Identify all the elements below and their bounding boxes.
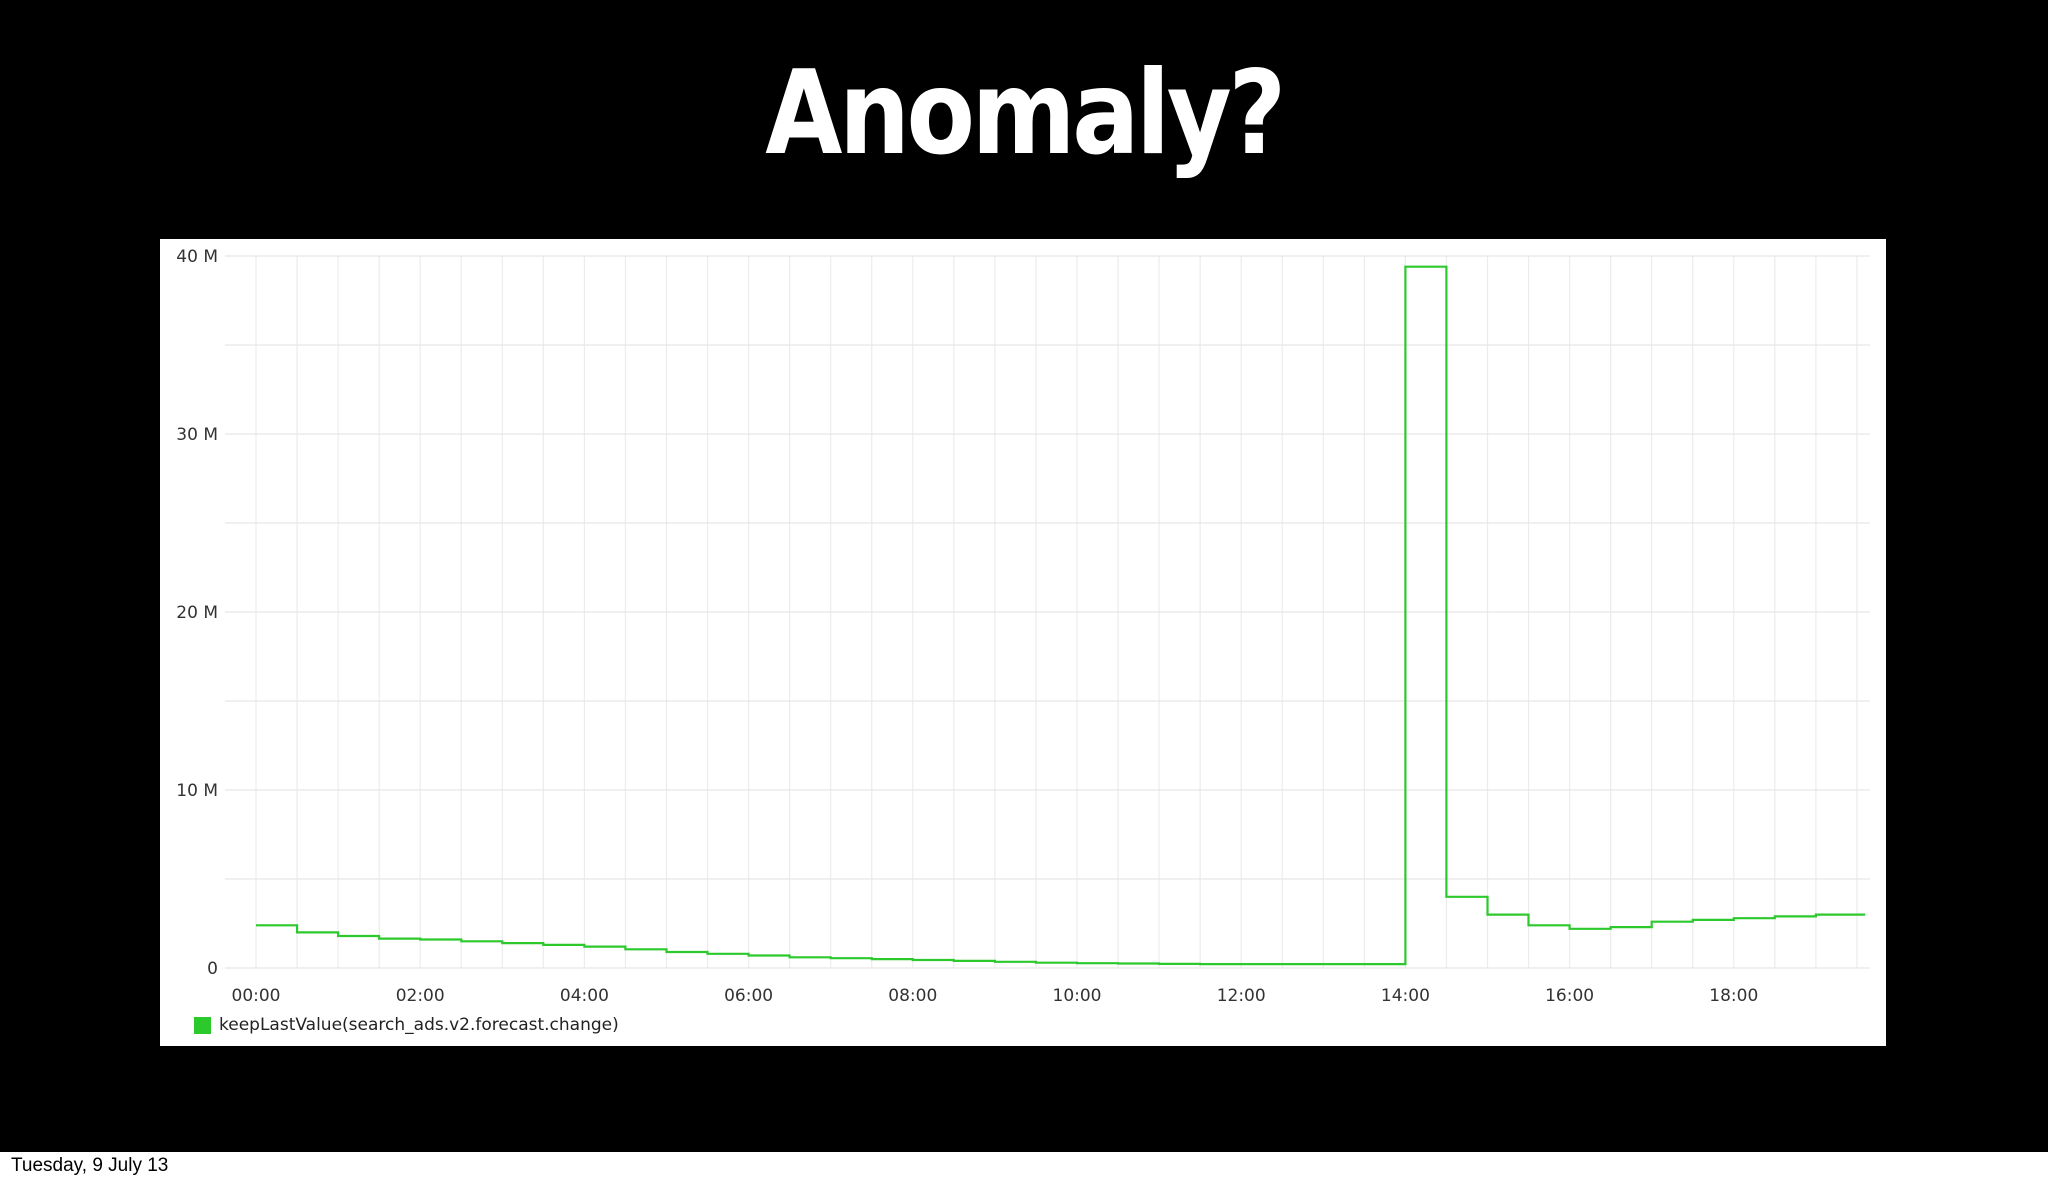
x-tick-label: 02:00	[396, 986, 445, 1006]
x-tick-label: 10:00	[1053, 986, 1102, 1006]
x-tick-label: 18:00	[1709, 986, 1758, 1006]
y-tick-label: 10 M	[176, 781, 218, 801]
y-tick-label: 30 M	[176, 425, 218, 445]
y-tick-label: 40 M	[176, 247, 218, 267]
series-line	[256, 265, 1866, 966]
x-tick-label: 14:00	[1381, 986, 1430, 1006]
legend-series-label: keepLastValue(search_ads.v2.forecast.cha…	[219, 1015, 619, 1035]
x-tick-label: 12:00	[1217, 986, 1266, 1006]
x-tick-label: 06:00	[724, 986, 773, 1006]
y-tick-label: 0	[207, 959, 218, 979]
chart-panel: 0 10 M 20 M 30 M 40 M 00:00 02:00 04:00 06:00 08:…	[160, 239, 1886, 1046]
x-tick-label: 08:00	[888, 986, 937, 1006]
slide-background: Anomaly? 0 10 M 20 M 30 M 40 M 00:00 02:00 04:0…	[0, 0, 2048, 1152]
chart-plot: 0 10 M 20 M 30 M 40 M 00:00 02:00 04:00 06:00 08:…	[176, 247, 1870, 1006]
x-tick-label: 00:00	[232, 986, 281, 1006]
slide-title: Anomaly?	[765, 46, 1286, 181]
legend-color-swatch	[194, 1016, 211, 1034]
y-tick-label: 20 M	[176, 603, 218, 623]
chart-legend[interactable]: keepLastValue(search_ads.v2.forecast.cha…	[194, 1015, 619, 1035]
x-tick-label: 16:00	[1545, 986, 1594, 1006]
x-tick-label: 04:00	[560, 986, 609, 1006]
footer-date: Tuesday, 9 July 13	[11, 1155, 169, 1176]
